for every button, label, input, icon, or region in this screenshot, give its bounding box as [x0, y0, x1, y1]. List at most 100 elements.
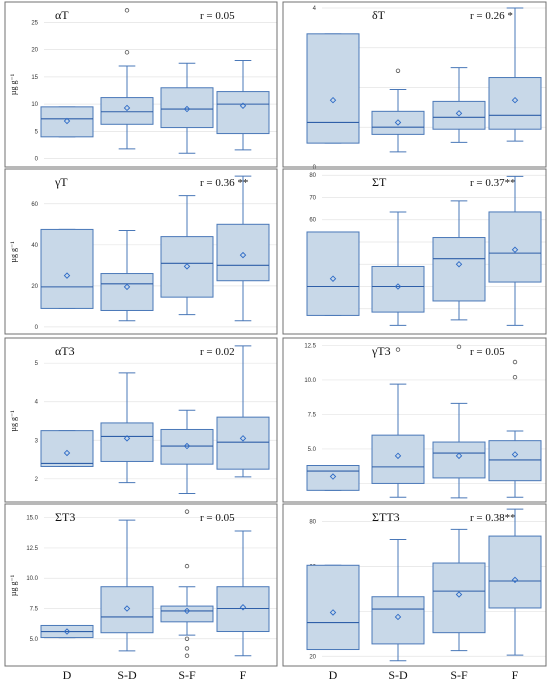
y-tick-label: 7.5	[308, 412, 317, 418]
box-f	[488, 175, 542, 326]
panel-3: 0 20 40 60 µg g⁻¹ γT r = 0.36 **	[4, 168, 278, 335]
correlation-label: r = 0.05	[200, 512, 235, 524]
mean-marker	[511, 451, 519, 458]
outlier-point	[456, 344, 462, 350]
y-tick-label: 5	[35, 361, 39, 367]
panel-frame	[4, 503, 278, 667]
iqr-box	[160, 87, 214, 129]
panel-frame	[4, 168, 278, 335]
y-axis-label: µg g⁻¹	[9, 410, 18, 432]
panel-title: γT3	[371, 344, 391, 358]
outlier-point	[395, 68, 401, 73]
y-tick-label: 10.0	[26, 576, 38, 582]
y-tick-label: 12.5	[26, 546, 38, 552]
mean-marker	[455, 261, 463, 268]
panel-8: 20406080ΣTT3r = 0.38**	[282, 503, 547, 667]
mean-marker	[63, 117, 71, 125]
mean-marker	[63, 449, 71, 457]
mean-marker	[239, 435, 247, 442]
outlier-point	[184, 636, 190, 641]
box-f	[216, 60, 270, 151]
box-s-d	[100, 8, 154, 150]
box-f	[488, 7, 542, 142]
correlation-label: r = 0.26 *	[470, 10, 513, 22]
mean-marker	[183, 607, 191, 615]
y-tick-label: 3	[35, 438, 39, 444]
box-d	[40, 624, 94, 639]
y-tick-label: 4	[313, 6, 317, 12]
iqr-box	[216, 91, 270, 135]
panel-frame	[282, 168, 547, 335]
box-s-f	[432, 528, 486, 652]
y-tick-label: 0	[313, 165, 317, 171]
box-d	[40, 106, 94, 138]
iqr-box	[371, 596, 425, 645]
iqr-box	[160, 428, 214, 465]
mean-marker	[394, 119, 402, 126]
panel-title: αT3	[55, 344, 75, 358]
mean-marker	[455, 591, 463, 598]
correlation-label: r = 0.02	[200, 346, 235, 358]
outlier-point	[184, 509, 190, 514]
outlier-point	[512, 374, 518, 380]
panel-2: 01234δTr = 0.26 *	[282, 1, 547, 171]
box-f	[488, 508, 542, 656]
mean-marker	[63, 272, 71, 279]
y-tick-label: 12.5	[304, 343, 316, 349]
y-tick-label: 15	[31, 75, 38, 81]
box-s-f	[160, 509, 214, 658]
box-s-f	[432, 200, 486, 321]
outlier-point	[124, 8, 130, 13]
iqr-box	[216, 416, 270, 470]
x-category-label: F	[240, 668, 247, 682]
box-d	[306, 564, 360, 651]
y-tick-label: 60	[309, 218, 316, 224]
y-axis-label: µg g⁻¹	[9, 574, 18, 596]
box-s-d	[371, 538, 425, 662]
mean-marker	[455, 452, 463, 460]
y-tick-label: 10	[31, 102, 38, 108]
mean-marker	[394, 613, 402, 621]
outlier-point	[124, 50, 130, 55]
x-category-label: S-F	[450, 668, 468, 682]
box-f	[488, 359, 542, 498]
box-s-f	[432, 344, 486, 499]
box-d	[306, 231, 360, 316]
outlier-point	[395, 347, 401, 352]
y-tick-label: 60	[31, 202, 38, 208]
iqr-box	[371, 434, 425, 484]
iqr-box	[100, 586, 154, 634]
mean-marker	[511, 96, 519, 104]
y-tick-label: 0	[35, 325, 39, 331]
y-tick-label: 80	[309, 173, 316, 179]
correlation-label: r = 0.36 **	[200, 177, 248, 189]
panel-title: ΣT3	[55, 510, 75, 524]
panel-frame	[282, 1, 547, 168]
mean-marker	[239, 251, 247, 259]
y-tick-label: 5.0	[308, 447, 317, 453]
mean-marker	[511, 246, 519, 254]
iqr-box	[216, 586, 270, 633]
mean-marker	[511, 576, 519, 584]
iqr-box	[100, 422, 154, 462]
y-axis-label: µg g⁻¹	[9, 241, 18, 263]
y-tick-label: 0	[35, 157, 39, 163]
correlation-label: r = 0.37**	[470, 177, 516, 189]
mean-marker	[239, 604, 247, 611]
y-tick-label: 7.5	[30, 607, 39, 613]
box-f	[216, 530, 270, 657]
panel-title: ΣT	[372, 175, 387, 189]
iqr-box	[488, 535, 542, 609]
y-tick-label: 15.0	[26, 516, 38, 522]
x-category-label: D	[63, 668, 72, 682]
mean-marker	[183, 442, 191, 450]
box-d	[40, 228, 94, 309]
iqr-box	[432, 441, 486, 479]
correlation-label: r = 0.38**	[470, 512, 516, 524]
y-tick-label: 25	[31, 20, 38, 26]
outlier-point	[184, 563, 190, 569]
x-category-label: F	[512, 668, 519, 682]
x-category-label: S-F	[178, 668, 196, 682]
panel-title: γT	[54, 175, 68, 189]
